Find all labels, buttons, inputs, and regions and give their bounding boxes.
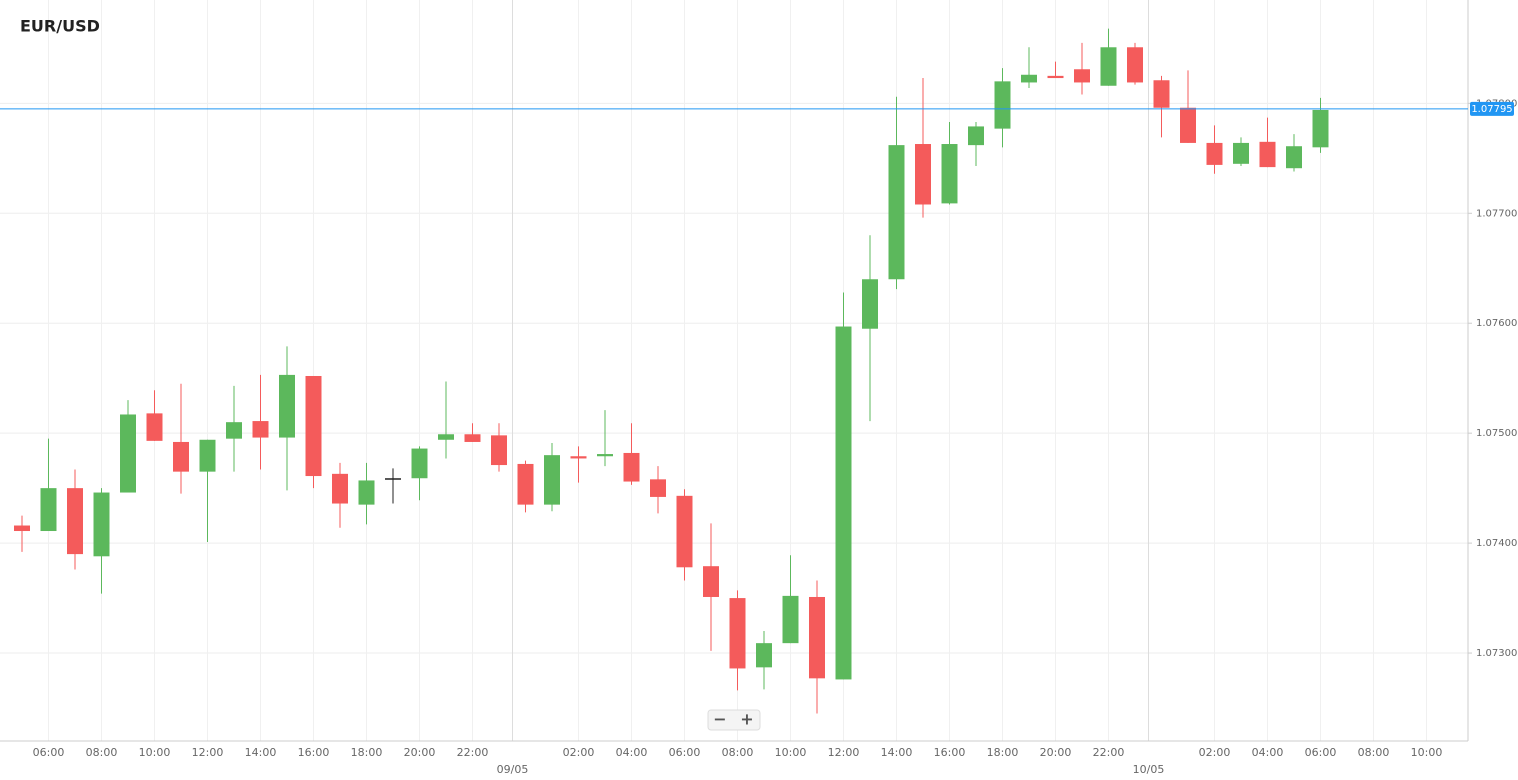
candle-body [385,478,401,480]
candles [14,28,1329,714]
x-tick-label: 18:00 [987,746,1019,759]
x-tick-label: 14:00 [881,746,913,759]
candle-body [756,643,772,668]
last-price-label: 1.07795 [1471,104,1512,115]
x-tick-label: 22:00 [457,746,489,759]
candle-body [279,374,295,438]
candle-body [120,414,136,493]
candle-body [809,596,825,679]
x-tick-label: 20:00 [1040,746,1072,759]
candle-body [1286,146,1302,169]
candle-body [199,439,216,472]
candle-body [1153,80,1170,108]
candle-body [862,279,878,329]
candle-body [570,456,587,459]
candle-body [1233,142,1249,164]
candle-body [332,473,348,504]
x-tick-label: 10:00 [775,746,807,759]
zoom-controls: − + [707,709,761,731]
candle-body [1180,107,1196,143]
zoom-in-button[interactable]: + [740,710,753,729]
candle-body [729,598,746,669]
x-tick-label: 02:00 [1199,746,1231,759]
candle-body [994,81,1011,129]
x-tick-label: 08:00 [722,746,754,759]
x-tick-label: 20:00 [404,746,436,759]
candle-body [93,492,110,557]
x-tick-label: 02:00 [563,746,595,759]
candle-body [226,422,242,439]
candle-body [782,595,799,644]
candle-body [358,480,375,505]
candle-body [1127,47,1143,83]
x-tick-label: 06:00 [669,746,701,759]
candle-body [544,455,560,505]
candle-body [1021,74,1037,83]
date-label: 10/05 [1133,763,1165,776]
x-tick-label: 16:00 [298,746,330,759]
candle-body [517,463,534,505]
candle-body [915,144,931,205]
candle-body [597,454,613,457]
date-label: 09/05 [497,763,529,776]
x-tick-label: 22:00 [1093,746,1125,759]
x-tick-label: 06:00 [33,746,65,759]
candle-body [14,525,30,532]
candle-body [1259,141,1276,168]
candle-body [968,126,984,146]
x-tick-label: 08:00 [86,746,118,759]
candle-body [1312,109,1329,148]
chart-title: EUR/USD [20,17,100,36]
x-tick-label: 14:00 [245,746,277,759]
candle-body [305,375,322,477]
candle-body [676,495,693,568]
x-tick-label: 18:00 [351,746,383,759]
x-tick-label: 04:00 [1252,746,1284,759]
last-price-tag [1470,101,1514,116]
x-tick-label: 16:00 [934,746,966,759]
candle-body [438,434,454,440]
y-tick-label: 1.07700 [1476,208,1517,219]
candle-body [941,144,958,204]
x-tick-label: 08:00 [1358,746,1390,759]
x-tick-label: 10:00 [139,746,171,759]
candle-body [491,435,507,466]
y-tick-label: 1.07600 [1476,318,1517,329]
candle-body [1206,142,1223,165]
y-tick-label: 1.07500 [1476,428,1517,439]
zoom-box [707,709,761,731]
candle-body [411,448,428,479]
candle-body [67,488,83,555]
candle-body [1074,69,1090,83]
x-tick-label: 12:00 [828,746,860,759]
candle-body [173,441,189,472]
candle-body [1047,75,1064,79]
candle-body [650,479,666,497]
candle-body [40,488,57,532]
candle-body [703,566,719,597]
candle-body [252,421,269,438]
x-tick-label: 06:00 [1305,746,1337,759]
x-tick-label: 10:00 [1411,746,1443,759]
candle-body [835,326,852,680]
x-tick-label: 04:00 [616,746,648,759]
x-tick-label: 12:00 [192,746,224,759]
candle-body [1100,47,1117,86]
y-tick-label: 1.07400 [1476,538,1517,549]
candle-body [888,145,905,280]
candle-body [464,434,481,442]
zoom-out-button[interactable]: − [713,710,726,729]
y-tick-label: 1.07300 [1476,648,1517,659]
candle-body [623,452,640,482]
candle-body [146,413,163,441]
